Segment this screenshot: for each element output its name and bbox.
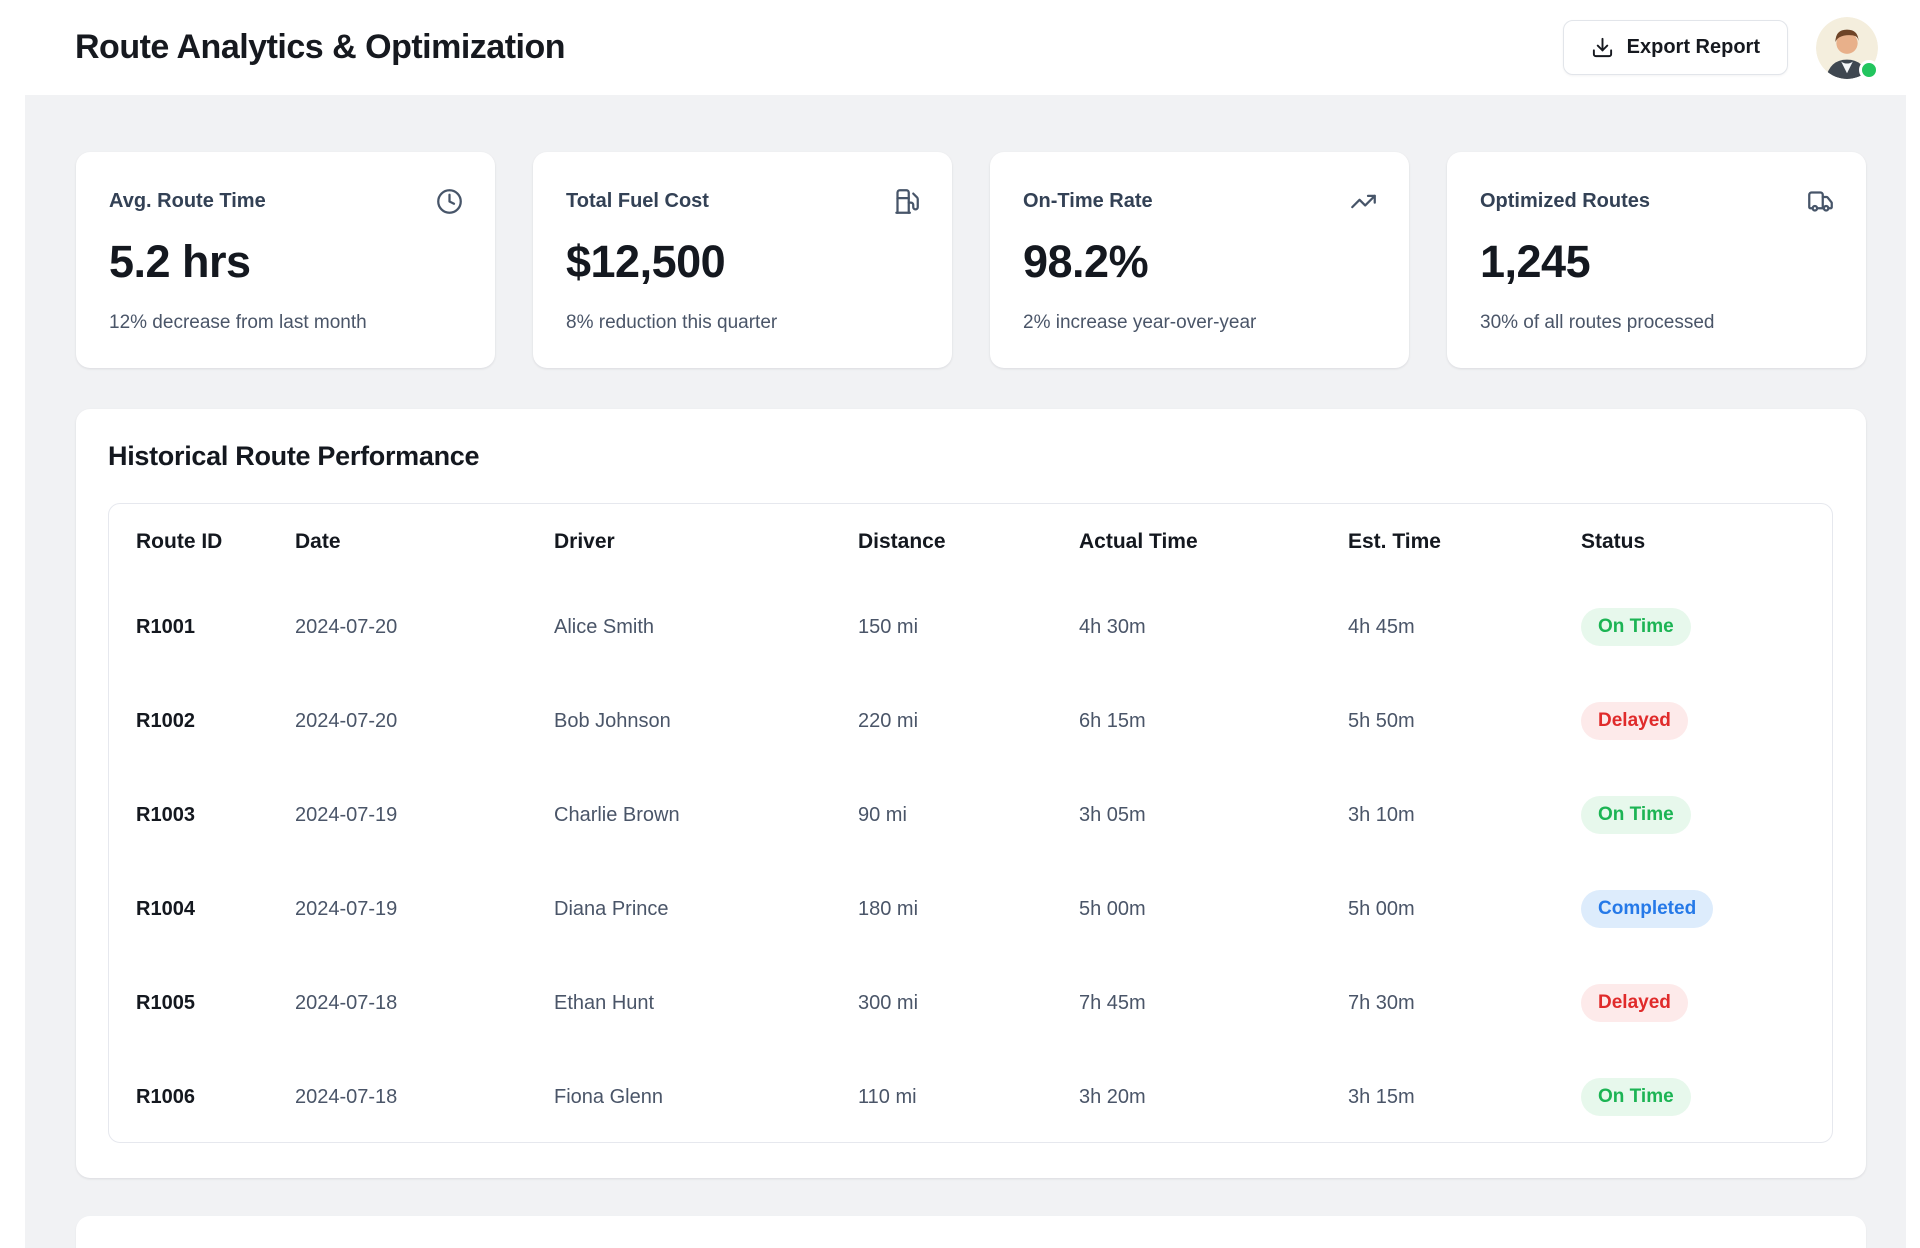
cell-status: Delayed — [1581, 984, 1805, 1022]
cell-route-id: R1002 — [136, 709, 195, 732]
stat-value: 1,245 — [1480, 236, 1591, 287]
stat-note: 12% decrease from last month — [109, 312, 367, 333]
column-header-driver: Driver — [554, 530, 615, 553]
status-badge: On Time — [1581, 1078, 1691, 1116]
cell-date: 2024-07-20 — [295, 709, 398, 732]
cell-est-time: 3h 10m — [1348, 803, 1415, 826]
main-content: Avg. Route Time 5.2 hrs 12% decrease fro… — [25, 95, 1906, 1248]
cell-route-id: R1003 — [136, 803, 195, 826]
cell-date: 2024-07-19 — [295, 897, 398, 920]
cell-distance: 220 mi — [858, 709, 919, 732]
table-row: R1006 2024-07-18 Fiona Glenn 110 mi 3h 2… — [136, 1050, 1805, 1142]
top-bar: Route Analytics & Optimization Export Re… — [0, 0, 1920, 95]
cell-actual-time: 7h 45m — [1079, 991, 1146, 1014]
routes-table: Route ID Date Driver Distance Actual Tim… — [108, 503, 1833, 1143]
cell-status: On Time — [1581, 796, 1805, 834]
column-header-distance: Distance — [858, 530, 946, 553]
cell-status: Delayed — [1581, 702, 1805, 740]
table-row: R1001 2024-07-20 Alice Smith 150 mi 4h 3… — [136, 580, 1805, 674]
page-title: Route Analytics & Optimization — [75, 28, 566, 66]
cell-distance: 110 mi — [858, 1085, 917, 1108]
column-header-est-time: Est. Time — [1348, 530, 1441, 553]
stat-value: 98.2% — [1023, 236, 1149, 287]
stat-card-avg-route-time: Avg. Route Time 5.2 hrs 12% decrease fro… — [76, 152, 495, 368]
status-badge: On Time — [1581, 608, 1691, 646]
stat-card-on-time-rate: On-Time Rate 98.2% 2% increase year-over… — [990, 152, 1409, 368]
table-row: R1003 2024-07-19 Charlie Brown 90 mi 3h … — [136, 768, 1805, 862]
status-badge: On Time — [1581, 796, 1691, 834]
next-section-card — [76, 1216, 1866, 1248]
cell-actual-time: 3h 05m — [1079, 803, 1146, 826]
stat-label: Total Fuel Cost — [566, 190, 709, 212]
table-body: R1001 2024-07-20 Alice Smith 150 mi 4h 3… — [136, 580, 1805, 1142]
cell-route-id: R1005 — [136, 991, 195, 1014]
column-header-status: Status — [1581, 530, 1646, 553]
stat-value: 5.2 hrs — [109, 236, 251, 287]
trending-up-icon — [1350, 188, 1377, 220]
cell-distance: 90 mi — [858, 803, 907, 826]
cell-actual-time: 4h 30m — [1079, 615, 1146, 638]
cell-actual-time: 6h 15m — [1079, 709, 1146, 732]
cell-date: 2024-07-18 — [295, 991, 398, 1014]
cell-driver: Ethan Hunt — [554, 991, 655, 1014]
stat-label: Avg. Route Time — [109, 190, 266, 212]
stats-row: Avg. Route Time 5.2 hrs 12% decrease fro… — [76, 152, 1866, 368]
download-icon — [1591, 36, 1614, 59]
cell-est-time: 7h 30m — [1348, 991, 1415, 1014]
section-title: Historical Route Performance — [108, 441, 480, 471]
stat-card-total-fuel-cost: Total Fuel Cost $12,500 8% reduction thi… — [533, 152, 952, 368]
cell-est-time: 4h 45m — [1348, 615, 1415, 638]
table-row: R1004 2024-07-19 Diana Prince 180 mi 5h … — [136, 862, 1805, 956]
cell-distance: 300 mi — [858, 991, 919, 1014]
table-header-row: Route ID Date Driver Distance Actual Tim… — [136, 504, 1805, 580]
column-header-route-id: Route ID — [136, 530, 223, 553]
cell-est-time: 5h 50m — [1348, 709, 1415, 732]
top-bar-actions: Export Report — [1562, 16, 1879, 80]
status-badge: Delayed — [1581, 702, 1688, 740]
cell-est-time: 3h 15m — [1348, 1085, 1415, 1108]
fuel-icon — [893, 188, 920, 220]
cell-driver: Diana Prince — [554, 897, 669, 920]
cell-route-id: R1004 — [136, 897, 195, 920]
cell-distance: 150 mi — [858, 615, 919, 638]
export-report-button[interactable]: Export Report — [1562, 20, 1788, 75]
table-row: R1002 2024-07-20 Bob Johnson 220 mi 6h 1… — [136, 674, 1805, 768]
column-header-actual-time: Actual Time — [1079, 530, 1198, 553]
historical-performance-card: Historical Route Performance Route ID Da… — [76, 409, 1866, 1178]
clock-icon — [436, 188, 463, 220]
cell-status: On Time — [1581, 608, 1805, 646]
status-badge: Delayed — [1581, 984, 1688, 1022]
cell-driver: Alice Smith — [554, 615, 655, 638]
cell-date: 2024-07-20 — [295, 615, 398, 638]
cell-driver: Fiona Glenn — [554, 1085, 663, 1108]
cell-status: Completed — [1581, 890, 1805, 928]
stat-note: 8% reduction this quarter — [566, 312, 778, 333]
online-status-dot — [1859, 59, 1879, 80]
cell-est-time: 5h 00m — [1348, 897, 1415, 920]
stat-note: 2% increase year-over-year — [1023, 312, 1257, 333]
cell-actual-time: 3h 20m — [1079, 1085, 1146, 1108]
user-avatar[interactable] — [1816, 16, 1879, 80]
cell-date: 2024-07-19 — [295, 803, 398, 826]
export-report-label: Export Report — [1626, 36, 1760, 58]
cell-route-id: R1006 — [136, 1085, 195, 1108]
cell-status: On Time — [1581, 1078, 1805, 1116]
table-row: R1005 2024-07-18 Ethan Hunt 300 mi 7h 45… — [136, 956, 1805, 1050]
stat-label: On-Time Rate — [1023, 190, 1153, 212]
column-header-date: Date — [295, 530, 341, 553]
cell-driver: Charlie Brown — [554, 803, 680, 826]
stat-label: Optimized Routes — [1480, 190, 1651, 212]
status-badge: Completed — [1581, 890, 1714, 928]
stat-note: 30% of all routes processed — [1480, 312, 1715, 333]
truck-icon — [1807, 188, 1834, 220]
stat-card-optimized-routes: Optimized Routes 1,245 30% of all routes… — [1447, 152, 1866, 368]
stat-value: $12,500 — [566, 236, 726, 287]
cell-distance: 180 mi — [858, 897, 919, 920]
cell-actual-time: 5h 00m — [1079, 897, 1146, 920]
cell-driver: Bob Johnson — [554, 709, 671, 732]
cell-date: 2024-07-18 — [295, 1085, 398, 1108]
cell-route-id: R1001 — [136, 615, 195, 638]
